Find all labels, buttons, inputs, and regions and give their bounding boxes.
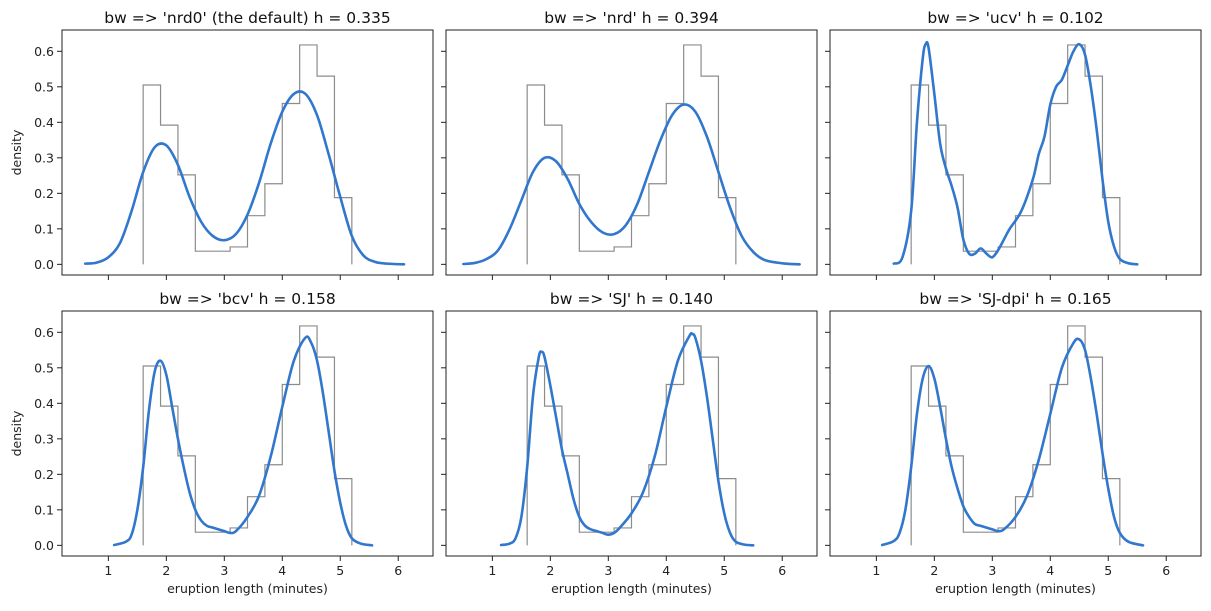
subplot-title: bw => 'nrd0' (the default) h = 0.335 bbox=[104, 9, 390, 27]
x-tick-label: 5 bbox=[336, 563, 344, 578]
y-tick-label: 0.6 bbox=[34, 325, 54, 340]
y-axis-label: density bbox=[9, 410, 24, 456]
y-tick-label: 0.0 bbox=[34, 538, 54, 553]
x-tick-label: 4 bbox=[662, 563, 670, 578]
y-tick-label: 0.0 bbox=[34, 257, 54, 272]
subplot-3: bw => 'ucv' h = 0.102 bbox=[825, 9, 1202, 280]
x-tick-label: 2 bbox=[930, 563, 938, 578]
axes-frame bbox=[445, 310, 818, 557]
x-tick-label: 6 bbox=[394, 563, 402, 578]
subplot-title: bw => 'ucv' h = 0.102 bbox=[927, 9, 1103, 27]
axes-frame bbox=[61, 29, 434, 276]
x-tick-label: 2 bbox=[546, 563, 554, 578]
histogram-outline bbox=[910, 44, 1121, 265]
axes-frame bbox=[829, 310, 1202, 557]
subplot-2: bw => 'nrd' h = 0.394 bbox=[441, 9, 818, 280]
axes-frame bbox=[829, 29, 1202, 276]
y-tick-label: 0.6 bbox=[34, 44, 54, 59]
kde-curve bbox=[880, 337, 1145, 547]
x-tick-label: 5 bbox=[1104, 563, 1112, 578]
x-tick-label: 3 bbox=[988, 563, 996, 578]
kde-curve bbox=[499, 331, 755, 547]
y-tick-label: 0.5 bbox=[34, 79, 54, 94]
x-tick-label: 4 bbox=[1046, 563, 1054, 578]
axes-frame bbox=[445, 29, 818, 276]
x-axis-label: eruption length (minutes) bbox=[935, 581, 1096, 596]
x-tick-label: 2 bbox=[162, 563, 170, 578]
x-tick-label: 1 bbox=[872, 563, 880, 578]
y-tick-label: 0.2 bbox=[34, 186, 54, 201]
kde-curve bbox=[83, 90, 406, 266]
x-tick-label: 1 bbox=[488, 563, 496, 578]
x-tick-label: 1 bbox=[104, 563, 112, 578]
x-tick-label: 6 bbox=[1162, 563, 1170, 578]
y-tick-label: 0.5 bbox=[34, 360, 54, 375]
histogram-outline bbox=[910, 325, 1121, 546]
axes-frame bbox=[61, 310, 434, 557]
histogram-outline bbox=[526, 44, 737, 265]
subplot-6: bw => 'SJ-dpi' h = 0.165 1 2 3 4 5 6 eruption l… bbox=[825, 290, 1202, 596]
x-tick-label: 5 bbox=[720, 563, 728, 578]
subplot-4: bw => 'bcv' h = 0.158 1 2 3 4 5 6 0.0 0.1 0.2 0.3 0… bbox=[9, 290, 434, 596]
y-tick-label: 0.4 bbox=[34, 115, 54, 130]
kde-curve bbox=[462, 103, 801, 266]
y-tick-label: 0.3 bbox=[34, 431, 54, 446]
subplot-title: bw => 'SJ-dpi' h = 0.165 bbox=[919, 290, 1111, 308]
y-axis-label: density bbox=[9, 129, 24, 175]
subplot-title: bw => 'nrd' h = 0.394 bbox=[544, 9, 719, 27]
y-tick-label: 0.3 bbox=[34, 150, 54, 165]
y-tick-label: 0.1 bbox=[34, 502, 54, 517]
y-tick-label: 0.2 bbox=[34, 467, 54, 482]
histogram-outline bbox=[142, 325, 353, 546]
x-tick-label: 3 bbox=[220, 563, 228, 578]
x-tick-label: 4 bbox=[278, 563, 286, 578]
subplot-title: bw => 'SJ' h = 0.140 bbox=[550, 290, 713, 308]
y-tick-label: 0.4 bbox=[34, 396, 54, 411]
kde-curve bbox=[892, 40, 1139, 266]
subplot-1: bw => 'nrd0' (the default) h = 0.335 0.0 0… bbox=[9, 9, 434, 280]
kde-curve bbox=[112, 335, 374, 547]
x-tick-label: 6 bbox=[778, 563, 786, 578]
histogram-outline bbox=[142, 44, 353, 265]
x-tick-label: 3 bbox=[604, 563, 612, 578]
subplot-5: bw => 'SJ' h = 0.140 1 2 3 4 5 6 eruption lengt… bbox=[441, 290, 818, 596]
x-axis-label: eruption length (minutes) bbox=[551, 581, 712, 596]
x-axis-label: eruption length (minutes) bbox=[167, 581, 328, 596]
subplot-title: bw => 'bcv' h = 0.158 bbox=[159, 290, 335, 308]
y-tick-label: 0.1 bbox=[34, 221, 54, 236]
